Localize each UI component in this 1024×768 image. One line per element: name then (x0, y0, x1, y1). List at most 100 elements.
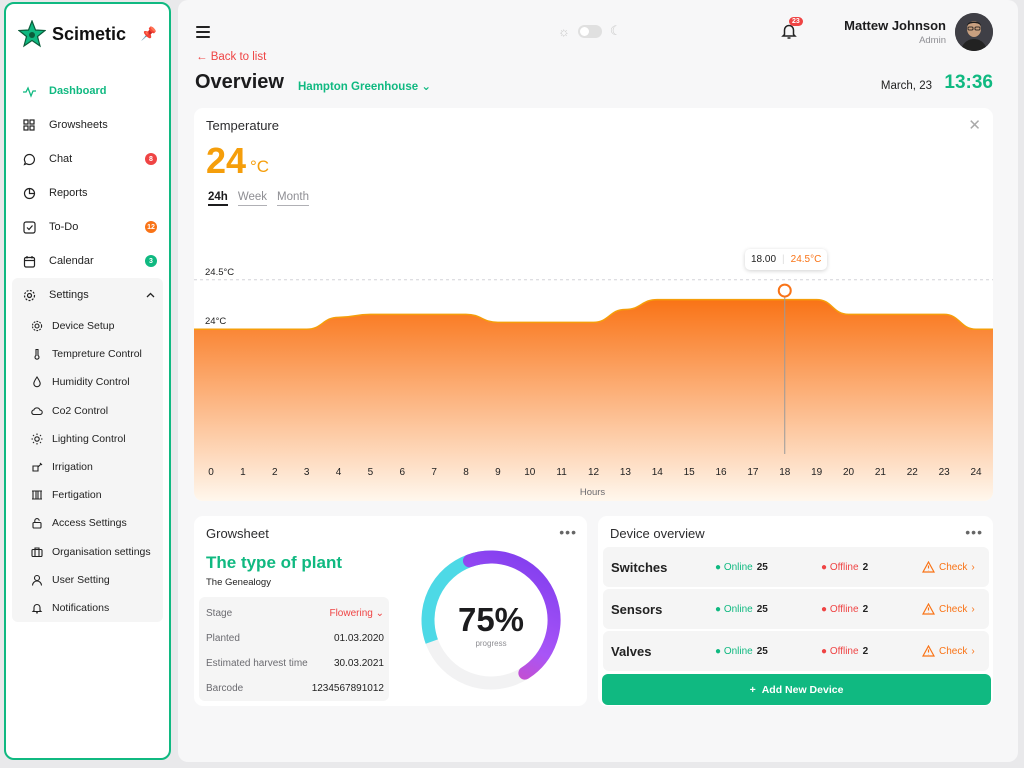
sidebar-sub-temperature-control[interactable]: Tempreture Control (12, 340, 163, 368)
x-tick-label: 6 (399, 467, 405, 478)
sidebar-sub-label: Organisation settings (52, 545, 151, 558)
sidebar-sub-irrigation[interactable]: Irrigation (12, 453, 163, 481)
avatar[interactable] (955, 13, 993, 51)
tooltip-y: 24.5°C (790, 254, 822, 265)
progress-value: 75% (457, 601, 525, 638)
offline-label: Offline (829, 561, 859, 573)
sidebar-item-todo[interactable]: To-Do 12 (6, 210, 169, 244)
sidebar-sub-device-setup[interactable]: Device Setup (12, 312, 163, 340)
donut-progress-arc (421, 550, 561, 690)
fertigation-icon (30, 489, 43, 502)
sidebar-sub-organisation-settings[interactable]: Organisation settings (12, 538, 163, 566)
sidebar-sub-user-setting[interactable]: User Setting (12, 566, 163, 594)
sun-icon (30, 432, 43, 445)
warning-icon (922, 603, 935, 615)
sidebar-sub-label: Lighting Control (52, 432, 126, 445)
tab-24h[interactable]: 24h (208, 191, 228, 206)
online-status: ● Online 25 (715, 645, 768, 657)
device-overview-card: Device overview ••• Switches ● Online 25 … (598, 516, 993, 706)
x-tick-label: 5 (368, 467, 374, 478)
droplet-icon (30, 376, 43, 389)
x-tick-label: 18 (779, 467, 791, 478)
sidebar-sub-label: Tempreture Control (52, 348, 142, 361)
close-icon[interactable]: ✕ (968, 117, 981, 134)
add-device-button[interactable]: + Add New Device (602, 674, 991, 705)
offline-label: Offline (829, 603, 859, 615)
sidebar-item-dashboard[interactable]: Dashboard (6, 74, 169, 108)
detail-row-stage: Stage Flowering ⌄ (206, 608, 384, 619)
range-tabs: 24h Week Month (208, 191, 309, 206)
check-button[interactable]: Check › (922, 603, 975, 615)
more-options-icon[interactable]: ••• (559, 524, 577, 540)
detail-key: Estimated harvest time (206, 658, 308, 669)
bell-icon (30, 601, 43, 614)
tab-month[interactable]: Month (277, 191, 309, 206)
sidebar-item-reports[interactable]: Reports (6, 176, 169, 210)
location-dropdown[interactable]: Hampton Greenhouse ⌄ (298, 79, 431, 93)
sidebar-item-settings[interactable]: Settings (12, 278, 163, 312)
sidebar-sub-humidity-control[interactable]: Humidity Control (12, 368, 163, 396)
x-tick-label: 14 (652, 467, 664, 478)
cog-icon (30, 320, 43, 333)
detail-row-harvest: Estimated harvest time 30.03.2021 (206, 658, 384, 669)
growsheet-details: Stage Flowering ⌄ Planted 01.03.2020 Est… (199, 597, 389, 701)
star-logo-icon (18, 20, 46, 48)
temperature-card: Temperature ✕ 24 °C 24h Week Month 24.5°… (194, 108, 993, 501)
activity-icon (22, 84, 36, 98)
tooltip-x: 18.00 (751, 254, 777, 265)
sidebar-item-calendar[interactable]: Calendar 3 (6, 244, 169, 278)
thermometer-icon (30, 348, 43, 361)
detail-row-planted: Planted 01.03.2020 (206, 633, 384, 644)
offline-count: 2 (862, 603, 869, 615)
detail-key: Stage (206, 608, 233, 619)
sidebar-sub-label: Humidity Control (52, 376, 130, 389)
chevron-up-icon[interactable] (146, 290, 155, 301)
check-button[interactable]: Check › (922, 645, 975, 657)
temperature-title: Temperature (206, 118, 279, 133)
sidebar-item-label: Chat (49, 153, 73, 165)
check-label: Check (939, 603, 968, 615)
pin-icon[interactable]: 📌 (140, 26, 157, 41)
x-tick-label: 7 (431, 467, 437, 478)
x-tick-label: 16 (715, 467, 727, 478)
sidebar-sub-label: Co2 Control (52, 404, 109, 417)
check-label: Check (939, 561, 968, 573)
device-name: Sensors (611, 601, 663, 617)
plus-icon: + (749, 683, 756, 696)
x-tick-label: 3 (304, 467, 310, 478)
sidebar: Scimetic 📌 Dashboard Growsheets Chat 8 (4, 2, 171, 760)
x-tick-label: 11 (556, 467, 567, 478)
stage-dropdown[interactable]: Flowering ⌄ (329, 608, 384, 619)
notification-bell-icon[interactable] (780, 22, 798, 40)
plant-genealogy: The Genealogy (206, 577, 271, 588)
tooltip-separator: | (782, 254, 785, 265)
calendar-badge: 3 (145, 255, 157, 267)
sidebar-sub-notifications[interactable]: Notifications (12, 594, 163, 622)
x-tick-label: 4 (336, 467, 342, 478)
sidebar-sub-co2-control[interactable]: Co2 Control (12, 397, 163, 425)
sidebar-sub-access-settings[interactable]: Access Settings (12, 509, 163, 537)
sidebar-sub-lighting-control[interactable]: Lighting Control (12, 425, 163, 453)
tab-week[interactable]: Week (237, 191, 268, 206)
progress-caption: progress (475, 639, 507, 648)
user-name: Mattew Johnson (844, 18, 946, 33)
detail-value: 1234567891012 (311, 683, 384, 694)
back-link-label: Back to list (210, 51, 267, 63)
check-button[interactable]: Check › (922, 561, 975, 573)
sidebar-sub-fertigation[interactable]: Fertigation (12, 481, 163, 509)
logo[interactable]: Scimetic (18, 20, 126, 48)
sidebar-item-label: To-Do (49, 221, 79, 233)
more-options-icon[interactable]: ••• (965, 524, 983, 540)
temperature-line (194, 298, 993, 330)
menu-icon[interactable] (196, 26, 210, 38)
sidebar-item-growsheets[interactable]: Growsheets (6, 108, 169, 142)
x-tick-label: 19 (811, 467, 823, 478)
theme-toggle[interactable] (577, 24, 602, 38)
warning-icon (922, 561, 935, 573)
x-tick-label: 17 (747, 467, 759, 478)
sidebar-item-chat[interactable]: Chat 8 (6, 142, 169, 176)
brand-name: Scimetic (52, 23, 127, 44)
sidebar-sub-label: Device Setup (52, 320, 115, 333)
offline-count: 2 (862, 645, 869, 657)
back-link[interactable]: ← Back to list (196, 51, 267, 63)
